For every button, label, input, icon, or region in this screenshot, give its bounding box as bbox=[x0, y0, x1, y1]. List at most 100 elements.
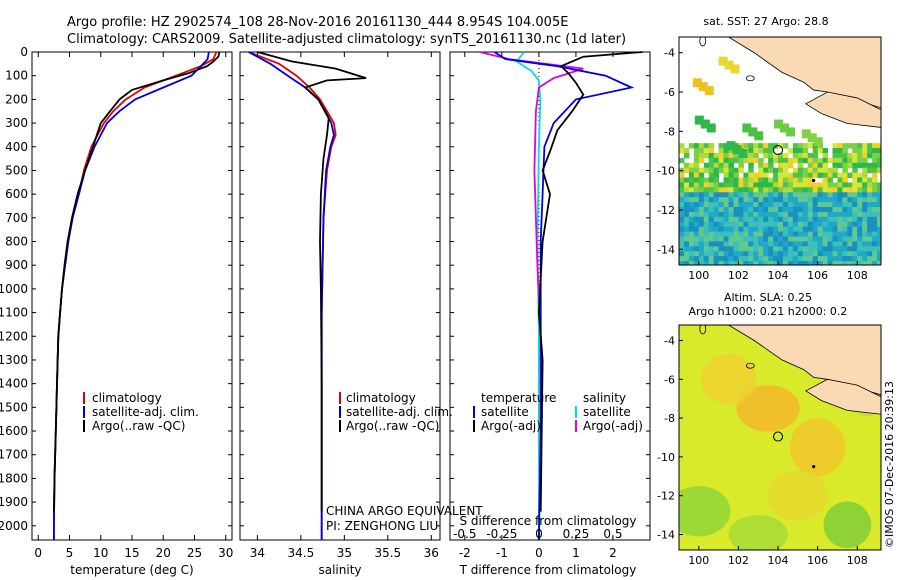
x-tick-label: 36 bbox=[424, 546, 439, 560]
depth-tick-label: 400 bbox=[5, 140, 28, 154]
map-lon-label: 104 bbox=[768, 554, 789, 567]
map-lat-label: -8 bbox=[664, 125, 675, 138]
map-lon-label: 102 bbox=[728, 554, 749, 567]
x-tick-label: 34 bbox=[250, 546, 265, 560]
legend-climatology: climatology bbox=[346, 391, 416, 405]
salinity-legend: climatology satellite-adj. clim. Argo(..… bbox=[339, 391, 453, 433]
legend-climatology: climatology bbox=[92, 391, 162, 405]
island bbox=[745, 362, 755, 369]
map-lon-label: 108 bbox=[847, 554, 868, 567]
x-tick-label: 10 bbox=[93, 546, 108, 560]
map-lat-label: -10 bbox=[657, 451, 675, 464]
depth-tick-label: 700 bbox=[5, 211, 28, 225]
header-line-2: Climatology: CARS2009. Satellite-adjuste… bbox=[67, 32, 626, 47]
t-diff-argo-line bbox=[537, 51, 643, 512]
map-content bbox=[679, 325, 881, 550]
salinity-panel-frame bbox=[239, 51, 441, 541]
x-tick-label: 15 bbox=[124, 546, 139, 560]
s-tick-label: -0.5 bbox=[453, 527, 476, 541]
temperature-xlabel: temperature (deg C) bbox=[70, 563, 193, 577]
sst-map-title: sat. SST: 27 Argo: 28.8 bbox=[703, 15, 828, 28]
map-lat-label: -14 bbox=[657, 243, 675, 256]
temperature-line-argorawqc bbox=[53, 51, 221, 512]
depth-tick-label: 1000 bbox=[0, 282, 28, 296]
temperature-line-satelliteadjclim bbox=[53, 51, 210, 540]
map-border bbox=[678, 36, 882, 266]
island bbox=[699, 37, 707, 47]
x-tick-label: 35.5 bbox=[374, 546, 401, 560]
map-content bbox=[679, 37, 881, 265]
x-tick-label: 25 bbox=[187, 546, 202, 560]
legend-t-satellite: satellite bbox=[481, 405, 529, 419]
x-tick-label: -1 bbox=[496, 546, 508, 560]
map-lon-label: 108 bbox=[847, 269, 868, 282]
depth-axis: 0 100 200 300 400 500 600 700 800 900 1000 1100 1200… bbox=[0, 45, 650, 533]
s-diff-argo-line bbox=[479, 51, 584, 512]
temperature-legend: climatology satellite-adj. clim. Argo(..… bbox=[83, 391, 199, 433]
argo-float-marker bbox=[773, 431, 784, 442]
salinity-line-argorawqc bbox=[257, 51, 367, 512]
sla-map-title-2: Argo h1000: 0.21 h2000: 0.2 bbox=[689, 305, 848, 318]
map-lat-label: -4 bbox=[664, 47, 675, 60]
legend-s-argo: Argo(-adj) bbox=[583, 419, 643, 433]
salinity-note-1: CHINA ARGO EQUIVALENT bbox=[326, 504, 483, 518]
depth-tick-label: 1100 bbox=[0, 306, 28, 320]
x-tick-label: 34.5 bbox=[288, 546, 315, 560]
depth-tick-label: 1900 bbox=[0, 495, 28, 509]
legend-argo: Argo(..raw -QC) bbox=[92, 419, 185, 433]
x-tick-label: 0 bbox=[34, 546, 42, 560]
map-lon-label: 100 bbox=[688, 554, 709, 567]
t-diff-satellite-line bbox=[493, 51, 635, 541]
legend-satellite: satellite-adj. clim. bbox=[92, 405, 199, 419]
depth-tick-label: 1600 bbox=[0, 424, 28, 438]
legend-s-satellite: satellite bbox=[583, 405, 631, 419]
x-tick-label: 2 bbox=[609, 546, 617, 560]
s-tick-label: 0 bbox=[535, 527, 543, 541]
s-tick-label: 0.5 bbox=[603, 527, 622, 541]
legend-salinity-head: salinity bbox=[583, 391, 626, 405]
argo-float-marker bbox=[773, 145, 784, 156]
map-lon-label: 102 bbox=[728, 269, 749, 282]
map-lon-label: 104 bbox=[768, 269, 789, 282]
map-lat-label: -10 bbox=[657, 165, 675, 178]
t-difference-xlabel: T difference from climatology bbox=[459, 563, 637, 577]
depth-tick-label: 0 bbox=[20, 45, 28, 59]
map-lat-label: -12 bbox=[657, 490, 675, 503]
x-tick-label: 5 bbox=[66, 546, 74, 560]
map-lon-label: 100 bbox=[688, 269, 709, 282]
sla-map-title-1: Altim. SLA: 0.25 bbox=[724, 291, 812, 304]
x-tick-label: 30 bbox=[218, 546, 233, 560]
s-diff-satellite-line bbox=[515, 51, 542, 540]
depth-tick-label: 300 bbox=[5, 116, 28, 130]
island-marker bbox=[812, 464, 816, 469]
temperature-line-climatology bbox=[53, 51, 218, 540]
x-tick-label: 1 bbox=[572, 546, 580, 560]
sst-map: -4 -6 -8 -10 -12 -14 100 102 104 106 108 bbox=[657, 36, 882, 282]
salinity-note-2: PI: ZENGHONG LIU bbox=[326, 519, 438, 533]
legend-t-argo: Argo(-adj) bbox=[481, 419, 541, 433]
sumatra-land bbox=[727, 37, 881, 109]
imos-credit: ©IMOS 07-Dec-2016 20:39:13 bbox=[883, 381, 896, 548]
map-lon-label: 106 bbox=[807, 554, 828, 567]
map-lat-label: -14 bbox=[657, 528, 675, 541]
map-lat-label: -8 bbox=[664, 412, 675, 425]
s-tick-label: 0.25 bbox=[563, 527, 590, 541]
depth-tick-label: 500 bbox=[5, 163, 28, 177]
sumatra-land bbox=[727, 325, 881, 396]
temperature-plot: 0 5 10 15 20 25 30 bbox=[34, 51, 233, 560]
depth-tick-label: 1200 bbox=[0, 329, 28, 343]
island bbox=[745, 75, 755, 82]
depth-tick-label: 1500 bbox=[0, 400, 28, 414]
x-tick-label: 20 bbox=[156, 546, 171, 560]
depth-tick-label: 200 bbox=[5, 92, 28, 106]
map-lon-label: 106 bbox=[807, 269, 828, 282]
s-difference-label: S difference from climatology bbox=[460, 514, 637, 528]
depth-tick-label: 100 bbox=[5, 69, 28, 83]
map-lat-label: -4 bbox=[664, 335, 675, 348]
difference-plot: -2 -1 0 1 2 -0.5 -0.25 0 0.25 0.5 bbox=[453, 51, 643, 560]
s-tick-label: -0.25 bbox=[486, 527, 517, 541]
x-tick-label: 35 bbox=[337, 546, 352, 560]
depth-tick-label: 800 bbox=[5, 235, 28, 249]
depth-tick-label: 900 bbox=[5, 258, 28, 272]
